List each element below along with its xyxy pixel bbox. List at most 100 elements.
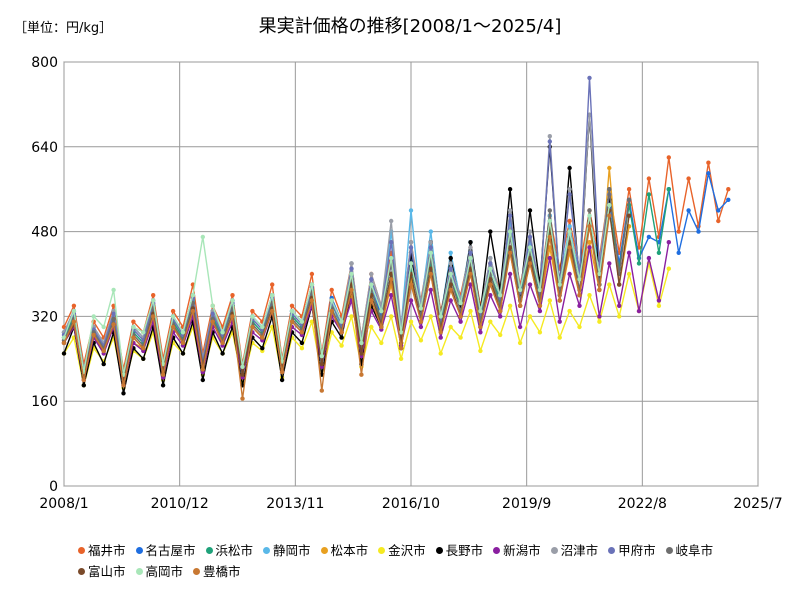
data-point <box>170 314 176 319</box>
data-point <box>607 261 612 266</box>
data-point <box>547 208 552 213</box>
data-point <box>369 271 374 277</box>
data-point <box>61 324 67 330</box>
legend-marker-icon <box>550 547 558 554</box>
data-point <box>131 319 136 324</box>
data-point <box>389 218 394 224</box>
data-point <box>557 319 562 324</box>
data-point <box>577 303 582 308</box>
data-point <box>517 287 523 293</box>
data-point <box>557 282 562 287</box>
data-point <box>597 319 602 324</box>
data-point <box>210 319 215 324</box>
data-point <box>448 250 453 255</box>
data-point <box>438 330 443 335</box>
data-point <box>71 319 77 324</box>
x-tick-label: 2022/8 <box>618 496 667 512</box>
data-point <box>289 303 295 308</box>
legend-marker-icon <box>263 547 271 554</box>
data-point <box>656 250 662 255</box>
data-point <box>567 165 572 171</box>
data-point <box>111 322 116 327</box>
data-point <box>220 330 225 335</box>
data-point <box>389 293 394 298</box>
data-point <box>260 335 265 340</box>
data-point <box>567 192 572 197</box>
data-point <box>547 218 552 224</box>
data-point <box>488 282 493 287</box>
data-point <box>389 277 394 282</box>
data-point <box>190 293 196 298</box>
data-point <box>329 308 334 314</box>
x-tick-label: 2016/10 <box>382 496 440 512</box>
data-point <box>250 314 255 319</box>
data-point <box>279 377 285 383</box>
data-point <box>349 271 354 277</box>
legend-item: 金沢市 <box>378 540 426 561</box>
data-point <box>468 250 473 255</box>
data-point <box>676 250 681 255</box>
data-point <box>547 234 552 240</box>
data-point <box>151 298 156 303</box>
data-point <box>488 293 493 298</box>
data-point <box>488 266 493 271</box>
data-point <box>299 330 305 335</box>
data-point <box>270 282 275 287</box>
data-point <box>230 314 235 319</box>
data-point <box>379 308 384 314</box>
legend-marker-icon <box>78 547 85 554</box>
legend-label: 福井市 <box>88 543 126 558</box>
data-point <box>418 319 424 324</box>
series-group <box>61 75 731 401</box>
data-point <box>408 261 414 266</box>
data-point <box>726 197 731 202</box>
data-point <box>170 308 176 314</box>
y-tick-label: 160 <box>31 394 58 410</box>
chart-title: 果実計価格の推移[2008/1～2025/4] <box>259 16 562 37</box>
data-point <box>240 372 245 377</box>
data-point <box>448 255 453 261</box>
legend-label: 新潟市 <box>503 543 541 558</box>
data-point <box>220 351 225 356</box>
legend-marker-icon <box>608 547 616 554</box>
data-point <box>151 314 156 319</box>
data-point <box>279 369 285 375</box>
data-point <box>329 287 334 293</box>
legend-item: 沼津市 <box>550 540 598 561</box>
data-point <box>488 229 493 234</box>
legend-item: 高岡市 <box>135 561 183 582</box>
data-point <box>567 229 572 234</box>
data-point <box>636 308 642 314</box>
data-point <box>131 335 136 340</box>
data-point <box>478 308 483 314</box>
legend-item: 豊橋市 <box>193 561 241 582</box>
data-point <box>567 218 572 224</box>
data-point <box>428 314 433 319</box>
x-tick-label: 2025/7 <box>733 496 782 512</box>
data-point <box>61 335 67 340</box>
data-point <box>587 112 592 118</box>
data-point <box>418 306 424 311</box>
data-point <box>319 388 324 393</box>
series-14 <box>61 213 612 401</box>
series-13 <box>61 202 612 377</box>
data-point <box>567 187 572 192</box>
data-point <box>299 319 305 324</box>
data-point <box>408 245 414 250</box>
data-point <box>448 261 453 266</box>
data-point <box>468 245 473 250</box>
legend-marker-icon <box>493 547 501 554</box>
data-point <box>626 197 632 202</box>
data-point <box>607 202 612 208</box>
data-point <box>91 314 96 319</box>
data-point <box>418 324 424 330</box>
data-point <box>488 255 493 261</box>
data-point <box>121 383 126 388</box>
data-point <box>577 293 582 298</box>
data-point <box>498 308 503 314</box>
data-point <box>507 303 513 308</box>
data-point <box>507 271 513 277</box>
data-point <box>339 330 344 335</box>
data-point <box>666 187 671 192</box>
data-point <box>468 240 473 245</box>
